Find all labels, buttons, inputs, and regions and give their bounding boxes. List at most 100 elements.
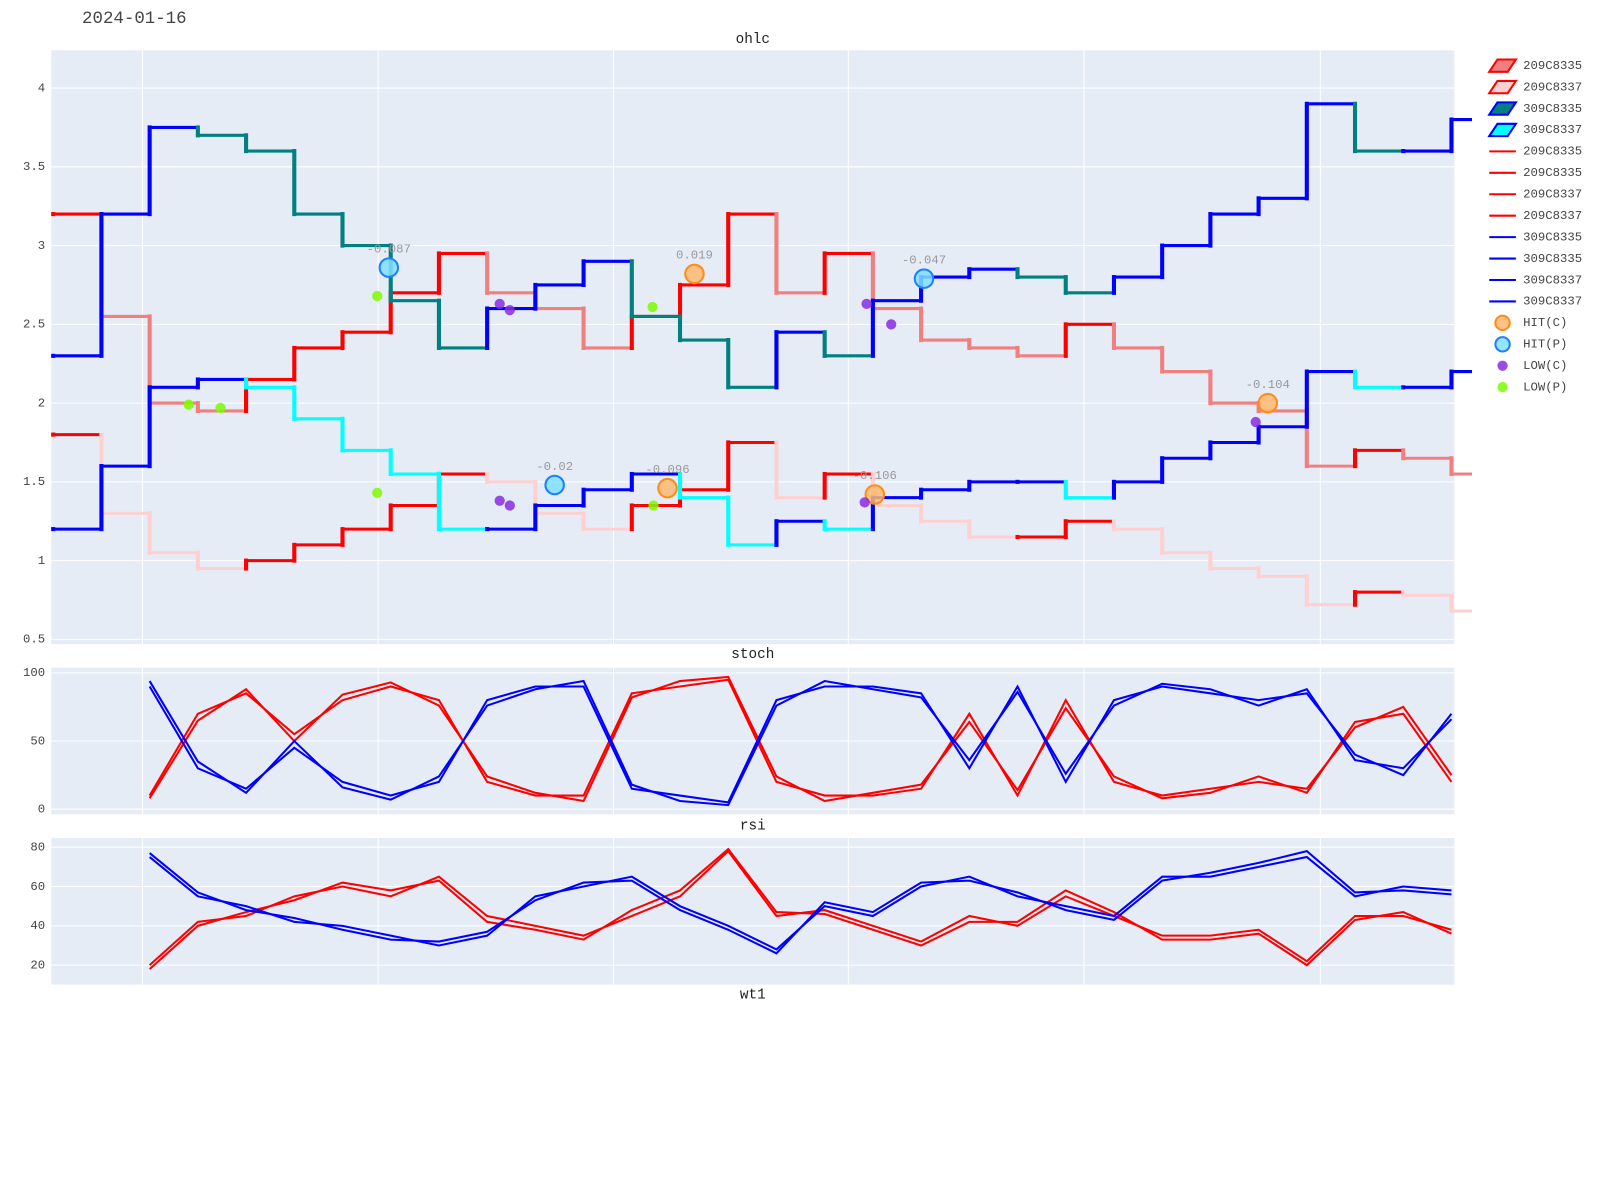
legend-item[interactable]: 309C8337 (1489, 273, 1582, 287)
ohlc-bar (51, 212, 102, 217)
marker-label: -0.104 (1246, 378, 1290, 392)
legend-label: 309C8335 (1523, 252, 1582, 266)
legend-item[interactable]: LOW(C) (1497, 359, 1567, 373)
ohlc-bar (919, 503, 970, 524)
ohlc-bar (1160, 456, 1211, 484)
marker-point (859, 497, 870, 508)
legend-swatch (1487, 122, 1518, 138)
legend-item[interactable]: HIT(C) (1494, 314, 1567, 332)
ohlc-bar (629, 259, 681, 319)
ohlc-bar (340, 527, 391, 547)
y-tick-label: 1.5 (23, 475, 45, 489)
y-tick-label: 0.5 (23, 633, 45, 647)
legend-item[interactable]: HIT(P) (1494, 336, 1567, 353)
marker-point (1250, 416, 1261, 428)
legend-item[interactable]: 209C8335 (1489, 166, 1582, 180)
ohlc-bar (1304, 369, 1356, 429)
ohlc-bar (1208, 440, 1259, 461)
ohlc-bar (774, 212, 825, 295)
y-tick-label: 3 (38, 239, 45, 253)
marker-point (684, 263, 705, 285)
legend-item[interactable]: 209C8337 (1487, 79, 1582, 94)
marker-point (886, 319, 897, 330)
ohlc-bar (195, 550, 247, 571)
legend-item[interactable]: 309C8335 (1487, 101, 1582, 116)
ohlc-bar (967, 267, 1018, 280)
ohlc-bar (1352, 590, 1404, 607)
ohlc-bar (292, 149, 343, 217)
ohlc-bar (485, 471, 536, 484)
ohlc-bar (99, 212, 150, 358)
ohlc-bar (147, 511, 198, 555)
ohlc-bar (774, 440, 825, 500)
legend-item[interactable]: 209C8337 (1489, 209, 1582, 223)
ohlc-bar (292, 542, 343, 563)
ohlc-bar (1111, 479, 1163, 500)
ohlc-bar (292, 345, 343, 382)
ohlc-bar (822, 251, 873, 295)
indicator-line (148, 847, 1452, 970)
ohlc-bar (967, 338, 1018, 351)
marker-point (494, 298, 505, 309)
ohlc-bar (726, 212, 777, 288)
legend-label: 209C8335 (1523, 166, 1582, 180)
ohlc-bar (340, 212, 391, 248)
legend-item[interactable]: 309C8337 (1489, 295, 1582, 309)
legend-label: HIT(P) (1523, 338, 1567, 352)
ohlc-bar (1352, 101, 1404, 154)
legend-label: 209C8335 (1523, 59, 1582, 73)
ohlc-bar (1401, 149, 1452, 154)
ohlc-bar (1160, 345, 1211, 374)
indicator-line (148, 679, 1453, 807)
date-label: 2024-01-16 (82, 9, 187, 29)
ohlc-bar (195, 377, 247, 390)
legend-swatch (1494, 336, 1511, 353)
legend-item[interactable]: 209C8337 (1489, 188, 1582, 202)
ohlc-bar (1111, 275, 1163, 295)
legend-item[interactable]: 309C8335 (1489, 230, 1582, 244)
marker-label: -0.087 (367, 242, 411, 256)
marker-point (215, 402, 226, 413)
legend-label: 209C8335 (1523, 145, 1582, 159)
marker-point (372, 290, 383, 302)
legend-item[interactable]: 309C8335 (1489, 252, 1582, 266)
legend-label: LOW(P) (1523, 380, 1567, 394)
ohlc-bar (436, 251, 488, 295)
ohlc-bar (774, 519, 825, 547)
marker-point (183, 399, 194, 410)
marker-point (648, 500, 659, 511)
marker-point (544, 474, 565, 496)
ohlc-bar (919, 306, 970, 343)
indicator-line (148, 849, 1452, 955)
y-tick-label: 50 (30, 734, 45, 748)
y-tick-label: 20 (30, 958, 45, 972)
ohlc-bar (1256, 196, 1307, 217)
marker-point (494, 495, 505, 506)
legend-item[interactable]: 309C8337 (1487, 122, 1582, 138)
ohlc-bar (1063, 479, 1114, 500)
marker-point (657, 477, 678, 499)
marker-point (1257, 392, 1279, 414)
legend-item[interactable]: 209C8335 (1487, 58, 1582, 73)
ohlc-bar (1160, 243, 1211, 280)
ohlc-bar (581, 306, 632, 351)
marker-label: -0.106 (853, 469, 897, 483)
legend-label: 309C8337 (1523, 273, 1582, 287)
ohlc-bar (1352, 448, 1404, 469)
ohlc-bar (244, 558, 295, 571)
legend-swatch (1487, 101, 1518, 116)
ohlc-bar (1063, 322, 1114, 358)
ohlc-bar (147, 385, 198, 469)
marker-point (372, 487, 383, 499)
ohlc-bar (1208, 369, 1259, 406)
marker-label: -0.047 (902, 253, 946, 267)
ohlc-bar (292, 385, 343, 421)
ohlc-bar (822, 330, 873, 358)
legend-label: 209C8337 (1523, 80, 1582, 94)
legend-item[interactable]: LOW(P) (1497, 380, 1567, 394)
ohlc-bar (1449, 117, 1472, 154)
subplot-title: rsi (740, 818, 766, 834)
legend-label: 309C8335 (1523, 230, 1582, 244)
legend-item[interactable]: 209C8335 (1489, 145, 1582, 159)
subplot-title: ohlc (736, 32, 770, 48)
